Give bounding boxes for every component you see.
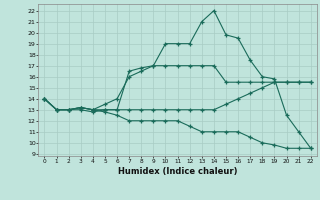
X-axis label: Humidex (Indice chaleur): Humidex (Indice chaleur) [118, 167, 237, 176]
